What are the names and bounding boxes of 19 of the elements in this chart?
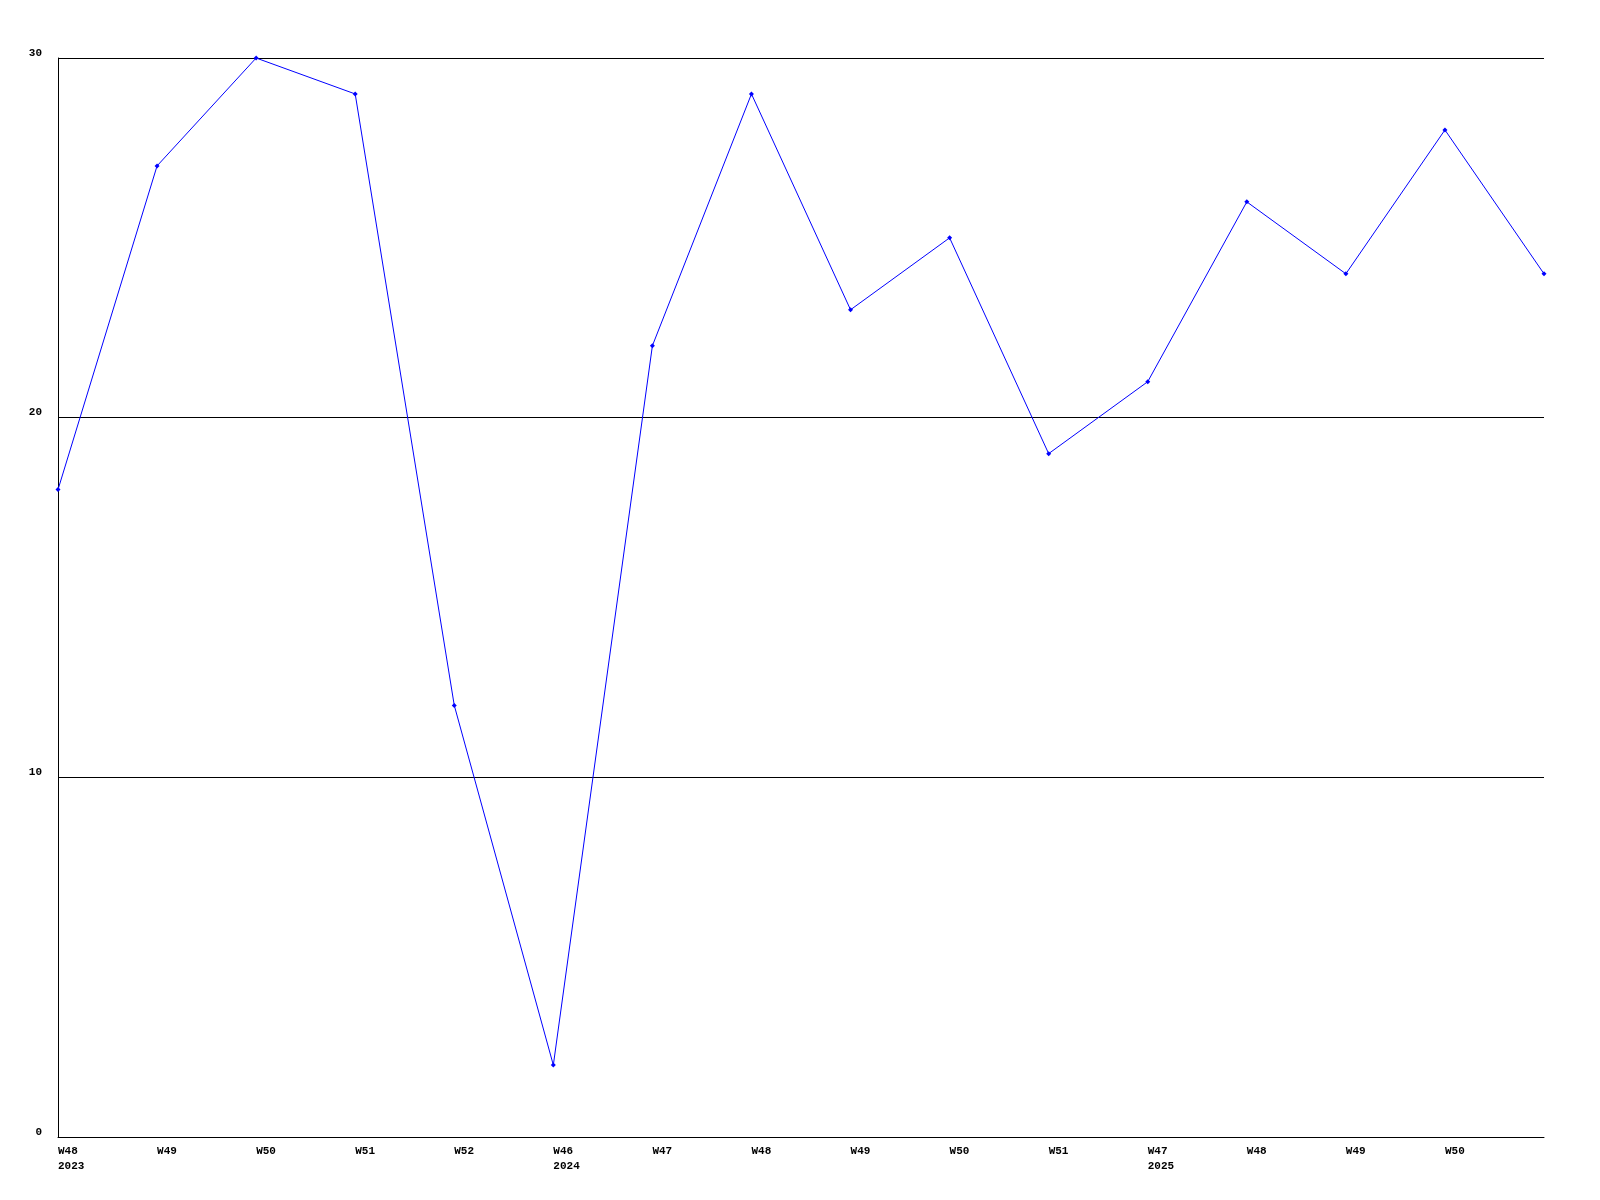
x-tick-label: W50: [1444, 1144, 1465, 1157]
y-tick-label: 10: [28, 765, 42, 778]
y-tick-label: 30: [28, 46, 42, 59]
x-tick-label: W51: [1048, 1144, 1069, 1157]
y-tick-label: 20: [28, 406, 42, 419]
x-tick-label: W48: [751, 1144, 772, 1157]
x-tick-label: W47 2025: [1147, 1144, 1175, 1172]
x-tick-label: W48 2023: [58, 1144, 85, 1172]
x-tick-label: W50: [256, 1144, 276, 1157]
x-tick-label: W51: [355, 1144, 376, 1157]
x-tick-label: W50: [949, 1144, 970, 1157]
x-tick-label: W47: [652, 1144, 673, 1157]
x-tick-label: W49: [157, 1144, 177, 1157]
x-tick-label: W52: [454, 1144, 475, 1157]
x-tick-label: W46 2024: [553, 1144, 581, 1172]
x-tick-label: W49: [850, 1144, 871, 1157]
x-tick-label: W48: [1246, 1144, 1267, 1157]
x-tick-label: W49: [1345, 1144, 1366, 1157]
y-tick-label: 0: [35, 1125, 42, 1138]
